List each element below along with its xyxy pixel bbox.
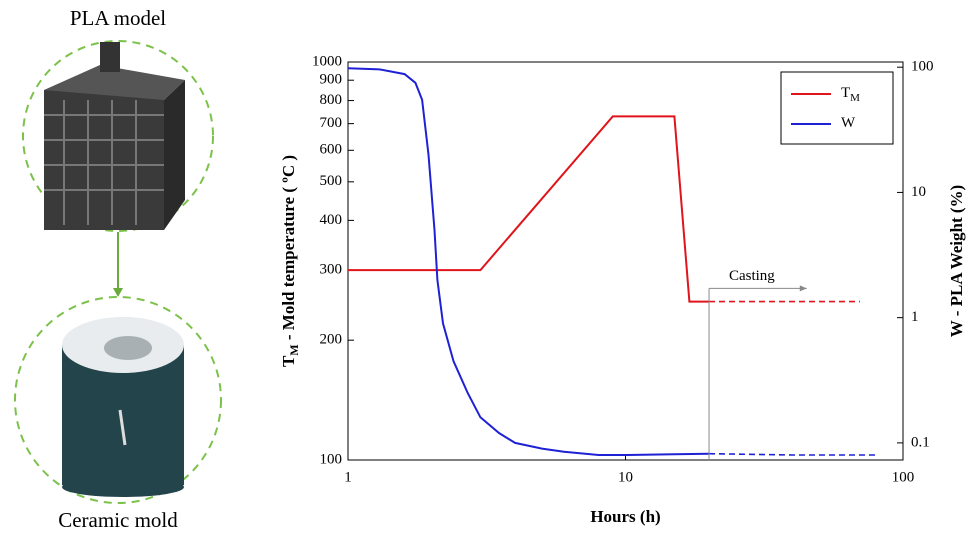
- y-axis-label: TM - Mold temperature ( ºC ): [279, 155, 301, 367]
- y2-axis-label: W - PLA Weight (%): [947, 185, 966, 337]
- y-tick-label: 1000: [312, 53, 342, 69]
- y-axis-label-rest: - Mold temperature ( ºC ): [279, 155, 298, 344]
- y2-tick-label: 0.1: [911, 434, 930, 450]
- annotation-arrowhead: [799, 285, 807, 292]
- legend-box: [780, 71, 894, 145]
- legend-label-sub: M: [850, 92, 860, 104]
- y-tick-label: 900: [320, 72, 343, 88]
- x-axis-label: Hours (h): [590, 507, 660, 526]
- y-tick-label: 800: [320, 92, 343, 108]
- series-line: [348, 115, 709, 303]
- x-tick-label: 10: [618, 469, 633, 485]
- y2-tick-label: 100: [911, 59, 934, 75]
- legend-label-main: T: [841, 85, 850, 101]
- photo-frame: [22, 40, 214, 232]
- annotation-text: Casting: [729, 268, 775, 284]
- y-tick-label: 200: [320, 332, 343, 348]
- panel-label: Ceramic mold: [58, 508, 178, 532]
- legend-label: W: [841, 115, 856, 131]
- x-tick-label: 100: [892, 469, 915, 485]
- pla-model-photo: [44, 42, 185, 230]
- y-tick-label: 400: [320, 212, 343, 228]
- photo-frame: [14, 296, 222, 504]
- y-tick-label: 100: [320, 451, 343, 467]
- y2-tick-label: 10: [911, 184, 926, 200]
- legend-label-main: W: [841, 115, 856, 131]
- y-tick-label: 600: [320, 142, 343, 158]
- panel-label: PLA model: [70, 6, 166, 30]
- y-tick-label: 300: [320, 262, 343, 278]
- arrowhead: [113, 288, 123, 297]
- y-tick-label: 700: [320, 115, 343, 131]
- series-line-dashed: [708, 452, 877, 456]
- ceramic-mold-photo: [62, 317, 184, 497]
- y-axis-label-main: T: [279, 355, 298, 367]
- legend-label: TM: [841, 85, 860, 103]
- y-tick-label: 500: [320, 173, 343, 189]
- chart: 1 10 100 100 200 300 400 500 600 700 800 900 1000 0.1…: [279, 53, 966, 525]
- series-line: [347, 67, 710, 456]
- x-tick-label: 1: [344, 469, 352, 485]
- y-axis-label-sub: M: [287, 344, 301, 355]
- y2-tick-label: 1: [911, 309, 919, 325]
